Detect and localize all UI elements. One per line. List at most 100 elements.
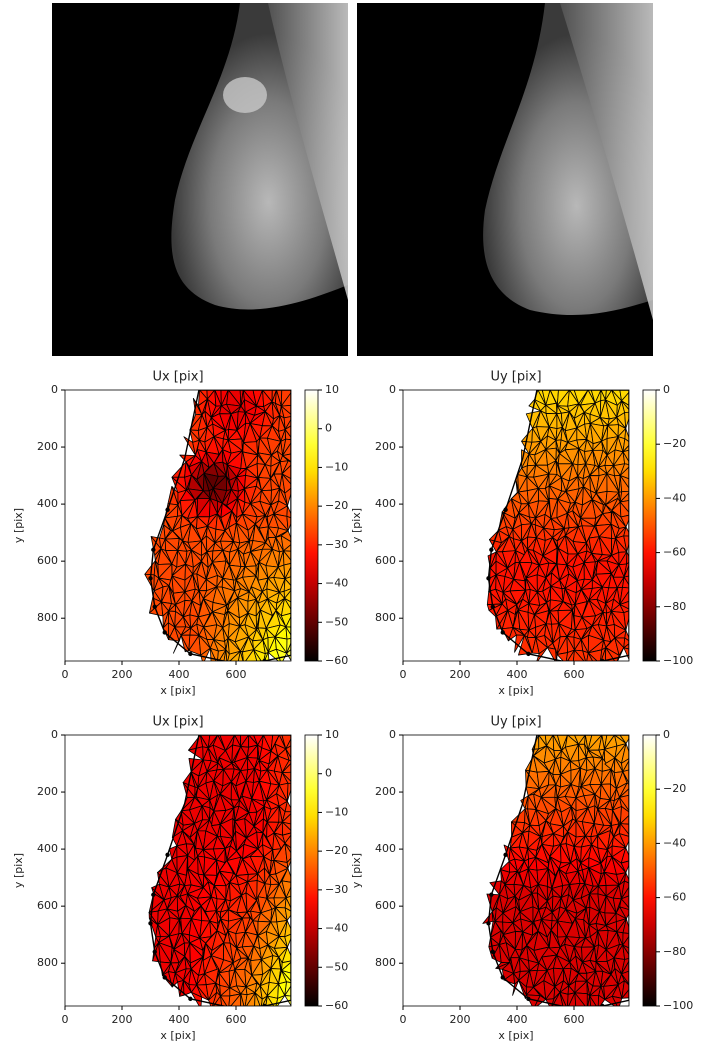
y-axis-label: y [pix]	[350, 508, 363, 543]
y-tick-label: 400	[375, 842, 396, 855]
mesh-node	[486, 921, 490, 925]
y-tick-label: 200	[375, 440, 396, 453]
y-tick-label: 400	[375, 497, 396, 510]
y-tick-label: 800	[37, 956, 58, 969]
mesh-node	[486, 576, 490, 580]
y-tick-label: 0	[389, 728, 396, 741]
colorbar-tick-label: 10	[325, 728, 339, 741]
colorbar-tick-label: 0	[325, 767, 332, 780]
colorbar-tick-label: −10	[325, 805, 348, 818]
mesh-node	[188, 997, 192, 1001]
x-tick-label: 200	[449, 668, 470, 681]
mesh-node	[501, 630, 505, 634]
colorbar-tick-label: 0	[663, 383, 670, 396]
mesh-node	[148, 921, 152, 925]
colorbar-tick-label: −20	[325, 844, 348, 857]
mesh-node	[165, 853, 169, 857]
heatmap-panel: Uy [pix]x [pix]y [pix]020040060002004006…	[350, 370, 693, 698]
y-tick-label: 0	[51, 383, 58, 396]
mesh-node	[501, 975, 505, 979]
mesh-triangle	[285, 996, 293, 1009]
mesh-triangle	[547, 648, 556, 664]
mesh-node	[503, 508, 507, 512]
colorbar	[643, 735, 656, 1006]
mesh-node	[526, 997, 530, 1001]
x-tick-label: 0	[62, 668, 69, 681]
x-axis-label: x [pix]	[160, 1029, 195, 1042]
mesh	[145, 390, 293, 665]
x-tick-label: 400	[168, 1013, 189, 1026]
y-tick-label: 600	[375, 899, 396, 912]
colorbar-tick-label: 10	[325, 383, 339, 396]
mesh-node	[526, 652, 530, 656]
y-axis-label: y [pix]	[12, 508, 25, 543]
mesh-triangle	[287, 783, 293, 801]
mesh-triangle	[145, 561, 156, 575]
x-tick-label: 600	[225, 1013, 246, 1026]
colorbar-tick-label: −100	[663, 999, 693, 1012]
mesh-node	[188, 652, 192, 656]
colorbar-tick-label: −40	[663, 491, 686, 504]
mesh-node	[151, 893, 155, 897]
x-tick-label: 400	[506, 668, 527, 681]
mesh-node	[489, 548, 493, 552]
x-axis-label: x [pix]	[498, 684, 533, 697]
y-axis-label: y [pix]	[12, 853, 25, 888]
y-tick-label: 0	[389, 383, 396, 396]
mesh-node	[151, 548, 155, 552]
mesh-node	[491, 950, 495, 954]
colorbar-tick-label: −20	[325, 499, 348, 512]
x-tick-label: 400	[168, 668, 189, 681]
y-tick-label: 800	[375, 956, 396, 969]
colorbar-tick-label: 0	[325, 422, 332, 435]
x-axis-label: x [pix]	[498, 1029, 533, 1042]
colorbar-tick-label: −10	[325, 460, 348, 473]
mesh-node	[165, 508, 169, 512]
colorbar-tick-label: −100	[663, 654, 693, 667]
colorbar-tick-label: −40	[325, 922, 348, 935]
colorbar-tick-label: −20	[663, 782, 686, 795]
y-tick-label: 600	[375, 554, 396, 567]
chart-title: Uy [pix]	[490, 370, 541, 385]
mesh-node	[153, 605, 157, 609]
colorbar-tick-label: −40	[663, 836, 686, 849]
mammogram-left	[52, 3, 348, 356]
colorbar-tick-label: −60	[325, 654, 348, 667]
mesh-triangle	[557, 653, 567, 664]
mesh-node	[163, 630, 167, 634]
mesh-node	[491, 605, 495, 609]
colorbar	[643, 390, 656, 661]
colorbar	[305, 735, 318, 1006]
mesh-node	[148, 576, 152, 580]
y-tick-label: 800	[375, 611, 396, 624]
colorbar	[305, 390, 318, 661]
x-tick-label: 0	[400, 1013, 407, 1026]
y-tick-label: 0	[51, 728, 58, 741]
y-tick-label: 400	[37, 497, 58, 510]
colorbar-tick-label: −50	[325, 960, 348, 973]
mesh	[483, 735, 631, 1010]
mesh-triangle	[625, 412, 631, 428]
mesh-node	[503, 853, 507, 857]
y-tick-label: 600	[37, 899, 58, 912]
y-tick-label: 800	[37, 611, 58, 624]
colorbar-tick-label: −80	[663, 600, 686, 613]
x-axis-label: x [pix]	[160, 684, 195, 697]
mammogram-right	[357, 3, 653, 356]
mesh-node	[489, 893, 493, 897]
x-tick-label: 200	[449, 1013, 470, 1026]
chart-title: Uy [pix]	[490, 715, 541, 730]
y-tick-label: 400	[37, 842, 58, 855]
colorbar-tick-label: −60	[663, 546, 686, 559]
colorbar-tick-label: −30	[325, 538, 348, 551]
colorbar-tick-label: −50	[325, 615, 348, 628]
colorbar-tick-label: −30	[325, 883, 348, 896]
colorbar-tick-label: −60	[663, 891, 686, 904]
y-tick-label: 200	[37, 440, 58, 453]
y-tick-label: 200	[37, 785, 58, 798]
x-tick-label: 600	[225, 668, 246, 681]
figure: Ux [pix]x [pix]y [pix]020040060002004006…	[0, 0, 701, 1050]
y-axis-label: y [pix]	[350, 853, 363, 888]
